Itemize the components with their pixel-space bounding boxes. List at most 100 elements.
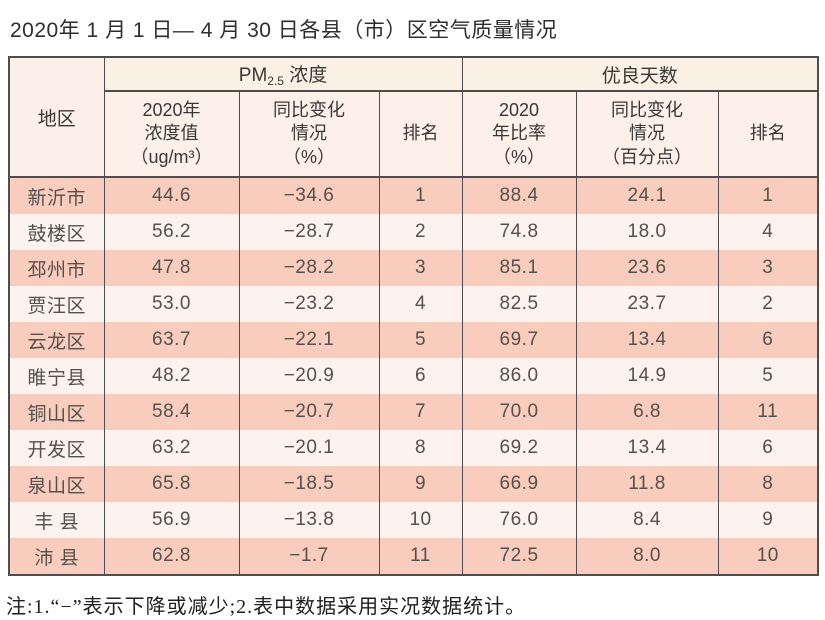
- header-line: 年比率: [492, 123, 547, 144]
- good-change-cell: 6.8: [575, 394, 719, 430]
- pm-group-suffix: 浓度: [283, 65, 328, 86]
- region-cell: 贾汪区: [8, 286, 105, 322]
- pm-value-cell: 65.8: [103, 466, 240, 502]
- pm-value-cell: 56.2: [103, 214, 240, 250]
- good-rank-cell: 2: [717, 286, 819, 322]
- good-change-cell: 8.4: [575, 502, 719, 538]
- region-cell: 泉山区: [8, 466, 105, 502]
- pm-value-cell: 58.4: [103, 394, 240, 430]
- pm-rank-cell: 4: [378, 286, 463, 322]
- pm-value-cell: 63.7: [103, 322, 240, 358]
- good-change-cell: 23.7: [575, 286, 719, 322]
- region-cell: 邳州市: [8, 250, 105, 286]
- good-rate-cell: 69.2: [461, 430, 577, 466]
- good-rate-cell: 82.5: [461, 286, 577, 322]
- table-row: 睢宁县 48.2 −20.9 6 86.0 14.9 5: [8, 358, 819, 394]
- table-row: 泉山区 65.8 −18.5 9 66.9 11.8 8: [8, 466, 819, 502]
- good-change-cell: 14.9: [575, 358, 719, 394]
- pm-change-cell: −20.7: [238, 394, 380, 430]
- pm-rank-cell: 8: [378, 430, 463, 466]
- region-cell: 鼓楼区: [8, 214, 105, 250]
- header-line: 2020年: [142, 99, 201, 120]
- good-rank-cell: 6: [717, 430, 819, 466]
- header-line: （%）: [282, 146, 335, 167]
- table-row: 沛 县 62.8 −1.7 11 72.5 8.0 10: [8, 538, 819, 575]
- pm-value-cell: 48.2: [103, 358, 240, 394]
- table-row: 新沂市 44.6 −34.6 1 88.4 24.1 1: [8, 177, 819, 214]
- pm-change-cell: −22.1: [238, 322, 380, 358]
- header-pm-group: PM2.5 浓度: [103, 57, 463, 92]
- header-line: （%）: [493, 146, 546, 167]
- pm-value-cell: 53.0: [103, 286, 240, 322]
- good-rank-cell: 3: [717, 250, 819, 286]
- good-change-cell: 13.4: [575, 430, 719, 466]
- pm-rank-cell: 6: [378, 358, 463, 394]
- good-change-cell: 24.1: [575, 177, 719, 214]
- good-rate-cell: 66.9: [461, 466, 577, 502]
- header-line: 情况: [629, 123, 666, 144]
- pm-rank-cell: 11: [378, 538, 463, 575]
- pm-rank-cell: 10: [378, 502, 463, 538]
- good-change-cell: 18.0: [575, 214, 719, 250]
- region-cell: 丰 县: [8, 502, 105, 538]
- pm-value-cell: 63.2: [103, 430, 240, 466]
- header-line: 浓度值: [144, 123, 199, 144]
- table-row: 开发区 63.2 −20.1 8 69.2 13.4 6: [8, 430, 819, 466]
- header-good-days-group: 优良天数: [461, 57, 819, 92]
- good-change-cell: 23.6: [575, 250, 719, 286]
- pm-rank-cell: 2: [378, 214, 463, 250]
- region-cell: 云龙区: [8, 322, 105, 358]
- good-rate-cell: 74.8: [461, 214, 577, 250]
- pm-group-subscript: 2.5: [267, 74, 284, 88]
- pm-value-cell: 47.8: [103, 250, 240, 286]
- good-rank-cell: 4: [717, 214, 819, 250]
- header-line: 同比变化: [273, 99, 345, 120]
- good-rank-cell: 1: [717, 177, 819, 214]
- pm-rank-cell: 5: [378, 322, 463, 358]
- pm-rank-cell: 3: [378, 250, 463, 286]
- header-pm-change: 同比变化 情况 （%）: [238, 91, 380, 178]
- good-rate-cell: 88.4: [461, 177, 577, 214]
- table-row: 铜山区 58.4 −20.7 7 70.0 6.8 11: [8, 394, 819, 430]
- header-line: （ug/m³）: [130, 146, 213, 167]
- good-rate-cell: 70.0: [461, 394, 577, 430]
- header-pm-rank: 排名: [378, 91, 463, 178]
- good-rate-cell: 69.7: [461, 322, 577, 358]
- pm-rank-cell: 7: [378, 394, 463, 430]
- page-title: 2020年 1 月 1 日— 4 月 30 日各县（市）区空气质量情况: [10, 19, 558, 42]
- good-change-cell: 11.8: [575, 466, 719, 502]
- good-change-cell: 8.0: [575, 538, 719, 575]
- table-body: 新沂市 44.6 −34.6 1 88.4 24.1 1 鼓楼区 56.2 −28.7 2 74.8 1…: [8, 177, 819, 575]
- region-cell: 沛 县: [8, 538, 105, 575]
- header-good-rank: 排名: [717, 91, 819, 178]
- table-row: 云龙区 63.7 −22.1 5 69.7 13.4 6: [8, 322, 819, 358]
- good-rank-cell: 8: [717, 466, 819, 502]
- good-change-cell: 13.4: [575, 322, 719, 358]
- region-cell: 睢宁县: [8, 358, 105, 394]
- header-good-rate: 2020 年比率 （%）: [461, 91, 577, 178]
- header-line: 同比变化: [611, 99, 684, 120]
- header-line: 情况: [291, 123, 327, 144]
- pm-rank-cell: 9: [378, 466, 463, 502]
- footnote: 注:1.“−”表示下降或减少;2.表中数据采用实况数据统计。: [6, 596, 527, 618]
- good-rank-cell: 11: [717, 394, 819, 430]
- good-rank-cell: 5: [717, 358, 819, 394]
- pm-change-cell: −18.5: [238, 466, 380, 502]
- pm-change-cell: −1.7: [238, 538, 380, 575]
- good-rate-cell: 72.5: [461, 538, 577, 575]
- header-line: 2020: [499, 99, 540, 120]
- pm-rank-cell: 1: [378, 177, 463, 214]
- pm-value-cell: 44.6: [103, 177, 240, 214]
- region-cell: 铜山区: [8, 394, 105, 430]
- header-line: （百分点）: [602, 146, 693, 167]
- table-row: 丰 县 56.9 −13.8 10 76.0 8.4 9: [8, 502, 819, 538]
- header-good-change: 同比变化 情况 （百分点）: [575, 91, 719, 178]
- good-rate-cell: 76.0: [461, 502, 577, 538]
- table-header: 地区 PM2.5 浓度 优良天数 2020年 浓度值 （ug/m³） 同比变化 …: [8, 57, 819, 178]
- good-rank-cell: 9: [717, 502, 819, 538]
- pm-value-cell: 62.8: [103, 538, 240, 575]
- region-cell: 新沂市: [8, 177, 105, 214]
- good-rate-cell: 86.0: [461, 358, 577, 394]
- header-pm-value: 2020年 浓度值 （ug/m³）: [103, 91, 240, 178]
